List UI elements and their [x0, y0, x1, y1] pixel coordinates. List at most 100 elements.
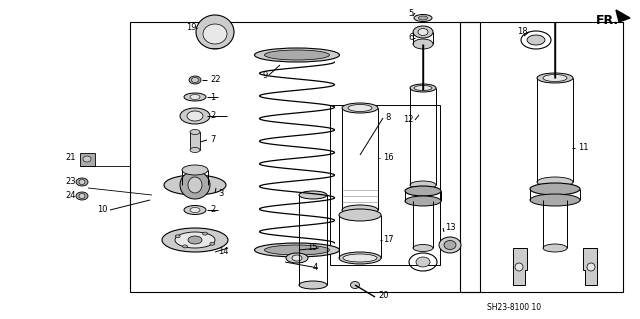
Text: 13: 13	[445, 224, 456, 233]
Ellipse shape	[299, 281, 327, 289]
Text: 20: 20	[378, 292, 388, 300]
Text: FR.: FR.	[596, 14, 619, 27]
Ellipse shape	[184, 93, 206, 101]
Bar	[190, 132, 200, 150]
Polygon shape	[583, 248, 597, 285]
Ellipse shape	[418, 28, 428, 35]
Ellipse shape	[543, 244, 567, 252]
Ellipse shape	[515, 263, 523, 271]
Ellipse shape	[184, 205, 206, 214]
Ellipse shape	[79, 180, 85, 184]
Ellipse shape	[444, 241, 456, 249]
Text: 7: 7	[210, 136, 216, 145]
Text: 22: 22	[210, 76, 221, 85]
Text: 2: 2	[210, 205, 215, 214]
Text: 1: 1	[210, 93, 215, 101]
Text: SH23-8100 10: SH23-8100 10	[487, 302, 541, 311]
Ellipse shape	[203, 24, 227, 44]
Ellipse shape	[180, 108, 210, 124]
Bar	[80, 153, 95, 166]
Ellipse shape	[189, 76, 201, 84]
Ellipse shape	[190, 130, 200, 135]
Ellipse shape	[348, 105, 372, 112]
Text: 8: 8	[385, 114, 390, 122]
Ellipse shape	[530, 194, 580, 206]
Ellipse shape	[264, 50, 330, 60]
Text: 15: 15	[307, 243, 318, 253]
Ellipse shape	[180, 171, 210, 199]
Ellipse shape	[343, 254, 377, 262]
Ellipse shape	[405, 186, 441, 196]
Text: 3: 3	[218, 189, 223, 197]
Ellipse shape	[413, 26, 433, 38]
Ellipse shape	[537, 73, 573, 83]
Ellipse shape	[339, 252, 381, 264]
Polygon shape	[513, 248, 527, 285]
Ellipse shape	[187, 111, 203, 121]
Text: 10: 10	[97, 205, 108, 214]
Text: 11: 11	[578, 144, 589, 152]
Ellipse shape	[196, 15, 234, 49]
Ellipse shape	[286, 253, 308, 263]
Ellipse shape	[190, 147, 200, 152]
Ellipse shape	[413, 39, 433, 49]
Ellipse shape	[83, 156, 91, 162]
Text: 14: 14	[218, 248, 228, 256]
Ellipse shape	[255, 243, 339, 257]
Text: 17: 17	[383, 235, 394, 244]
Ellipse shape	[587, 263, 595, 271]
Ellipse shape	[175, 232, 215, 248]
Ellipse shape	[188, 236, 202, 244]
Ellipse shape	[342, 205, 378, 215]
Ellipse shape	[410, 84, 436, 92]
Text: 16: 16	[383, 153, 394, 162]
Text: 6: 6	[408, 33, 414, 42]
Ellipse shape	[175, 235, 180, 238]
Ellipse shape	[264, 245, 330, 255]
Ellipse shape	[416, 257, 430, 267]
Text: 21: 21	[65, 153, 76, 162]
Ellipse shape	[190, 94, 200, 100]
Ellipse shape	[414, 85, 432, 91]
Ellipse shape	[255, 48, 339, 62]
Ellipse shape	[182, 245, 188, 248]
Bar	[130, 22, 480, 292]
Ellipse shape	[292, 255, 302, 261]
Text: 24: 24	[65, 191, 76, 201]
Ellipse shape	[405, 196, 441, 206]
Bar	[330, 105, 440, 265]
Ellipse shape	[419, 16, 428, 20]
Ellipse shape	[543, 75, 567, 81]
Bar	[460, 22, 623, 292]
Ellipse shape	[76, 192, 88, 200]
Ellipse shape	[351, 281, 360, 288]
Ellipse shape	[162, 228, 228, 252]
Text: 19: 19	[186, 24, 197, 33]
Ellipse shape	[414, 14, 432, 21]
Ellipse shape	[413, 244, 433, 251]
Ellipse shape	[210, 242, 215, 245]
Ellipse shape	[299, 191, 327, 199]
Ellipse shape	[182, 165, 208, 175]
Text: 12: 12	[403, 115, 414, 124]
Text: 9: 9	[263, 70, 268, 79]
Ellipse shape	[339, 209, 381, 221]
Text: 23: 23	[65, 177, 76, 187]
Ellipse shape	[530, 183, 580, 195]
Ellipse shape	[191, 78, 198, 83]
Ellipse shape	[527, 35, 545, 45]
Text: 18: 18	[517, 27, 528, 36]
Ellipse shape	[439, 237, 461, 253]
Text: 4: 4	[313, 263, 318, 272]
Ellipse shape	[76, 178, 88, 186]
Ellipse shape	[537, 177, 573, 187]
Ellipse shape	[188, 177, 202, 193]
Text: 5: 5	[409, 9, 414, 18]
Polygon shape	[616, 10, 630, 22]
Ellipse shape	[202, 232, 207, 235]
Ellipse shape	[79, 194, 85, 198]
Ellipse shape	[190, 207, 200, 212]
Text: 2: 2	[210, 112, 215, 121]
Ellipse shape	[164, 175, 226, 195]
Ellipse shape	[410, 181, 436, 189]
